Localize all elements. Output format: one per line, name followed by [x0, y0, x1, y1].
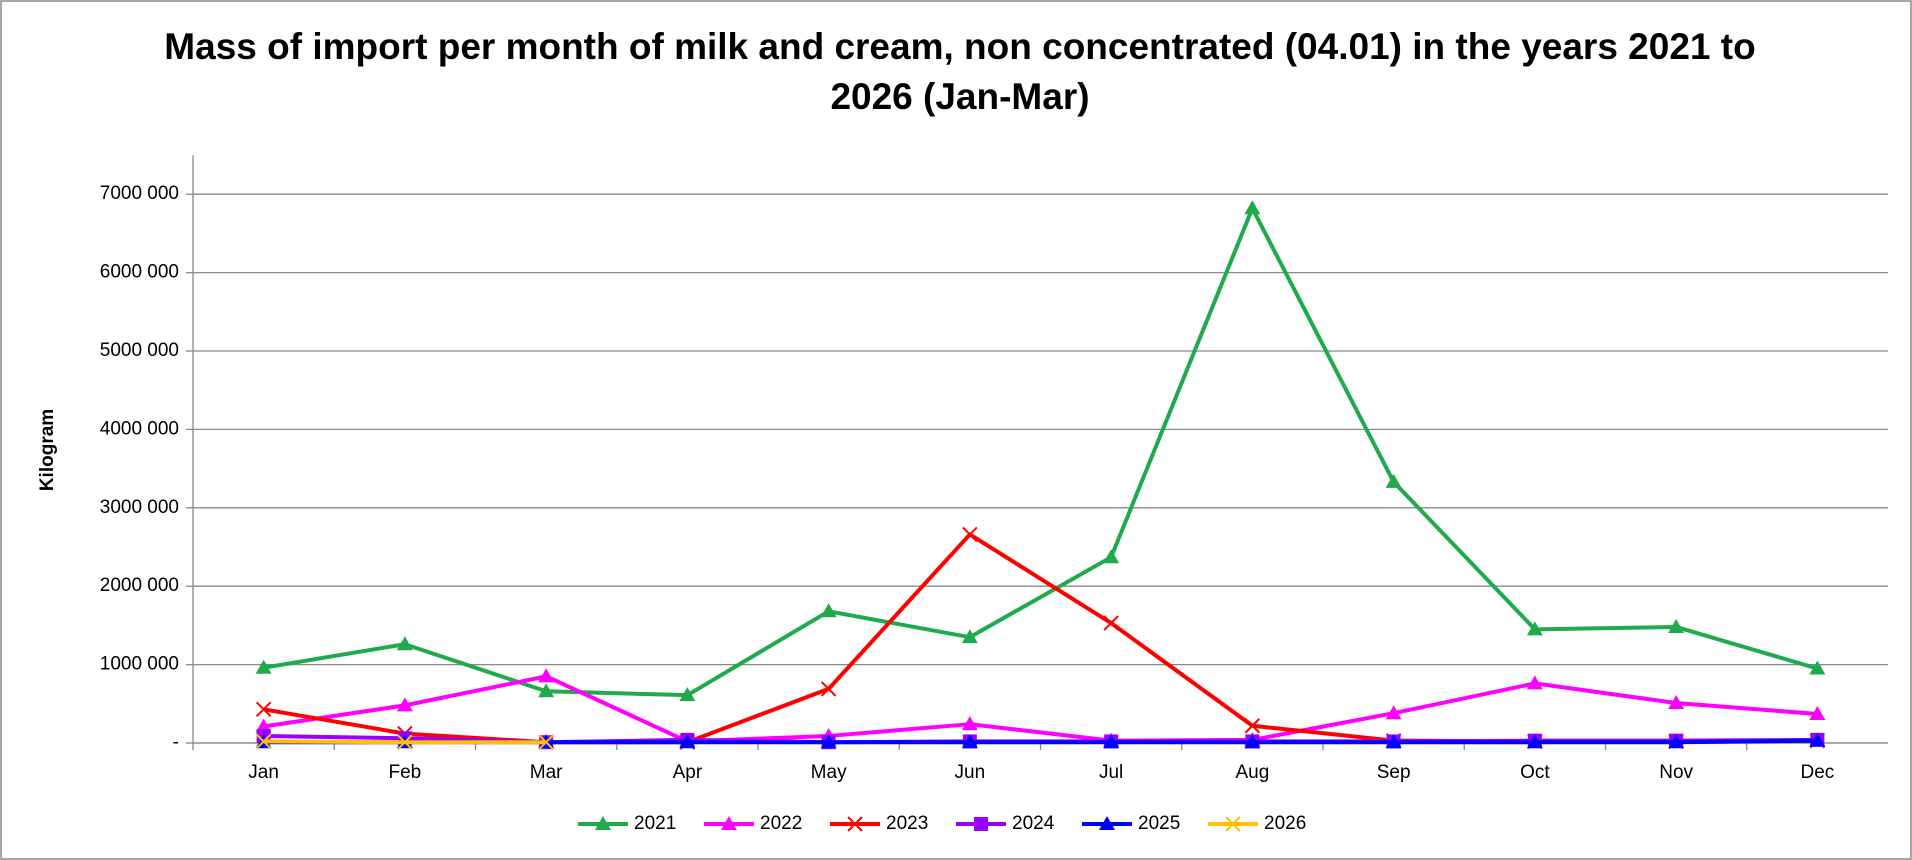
y-tick-label: 6000 000: [100, 262, 179, 283]
series-line: [263, 206, 1818, 698]
marker: [1668, 734, 1685, 749]
x-tick-label: Oct: [1520, 762, 1550, 783]
x-tick-label: Jun: [955, 762, 986, 783]
marker: [962, 526, 978, 543]
marker: [1099, 816, 1115, 830]
marker: [1809, 660, 1826, 675]
marker: [820, 603, 837, 618]
marker: [721, 816, 737, 830]
marker: [397, 734, 413, 750]
marker: [255, 701, 272, 717]
marker: [255, 659, 272, 674]
marker: [820, 734, 837, 749]
x-tick-label: Sep: [1377, 762, 1411, 783]
marker: [1385, 473, 1402, 488]
marker: [1526, 675, 1543, 690]
y-axis-label: Kilogram: [37, 409, 58, 491]
legend-label: 2023: [886, 813, 928, 834]
marker: [1668, 618, 1685, 633]
marker: [538, 668, 555, 683]
legend-label: 2025: [1138, 813, 1180, 834]
marker: [1809, 705, 1826, 720]
marker: [961, 716, 978, 731]
marker: [847, 816, 863, 832]
y-tick-label: 3000 000: [100, 497, 179, 518]
marker: [1244, 200, 1261, 215]
marker: [679, 734, 696, 749]
legend-label: 2021: [634, 813, 676, 834]
marker: [974, 817, 988, 831]
marker: [1526, 621, 1543, 636]
y-tick-label: 4000 000: [100, 418, 179, 439]
series-line: [263, 674, 1818, 744]
marker: [1225, 816, 1241, 832]
x-tick-label: Mar: [530, 762, 563, 783]
y-tick-label: 2000 000: [100, 575, 179, 596]
legend-label: 2024: [1012, 813, 1055, 834]
marker: [396, 636, 413, 651]
y-tick-label: -: [173, 732, 179, 753]
marker: [396, 697, 413, 712]
x-tick-label: Dec: [1800, 762, 1834, 783]
x-tick-label: Feb: [389, 762, 422, 783]
marker: [1526, 734, 1543, 749]
x-tick-label: Jul: [1099, 762, 1123, 783]
marker: [1103, 549, 1120, 564]
marker: [1668, 695, 1685, 710]
y-tick-label: 1000 000: [100, 654, 179, 675]
marker: [961, 629, 978, 644]
marker: [679, 687, 696, 702]
marker: [961, 734, 978, 749]
x-tick-label: Apr: [673, 762, 703, 783]
marker: [1103, 615, 1119, 631]
marker: [820, 681, 837, 697]
chart-title: Mass of import per month of milk and cre…: [164, 26, 1756, 117]
marker: [1385, 734, 1402, 749]
x-tick-label: Jan: [248, 762, 279, 783]
legend-label: 2022: [760, 813, 802, 834]
marker: [595, 816, 611, 830]
marker: [538, 734, 554, 750]
x-tick-label: Aug: [1235, 762, 1269, 783]
marker: [1103, 734, 1120, 749]
marker: [1385, 705, 1402, 720]
marker: [538, 683, 555, 698]
marker: [1244, 734, 1261, 749]
marker: [1809, 732, 1826, 747]
legend-label: 2026: [1264, 813, 1306, 834]
x-tick-label: Nov: [1659, 762, 1693, 783]
y-tick-label: 7000 000: [100, 183, 179, 204]
marker: [255, 733, 272, 750]
marker: [1244, 718, 1261, 734]
x-tick-label: May: [811, 762, 847, 783]
y-tick-label: 5000 000: [100, 340, 179, 361]
